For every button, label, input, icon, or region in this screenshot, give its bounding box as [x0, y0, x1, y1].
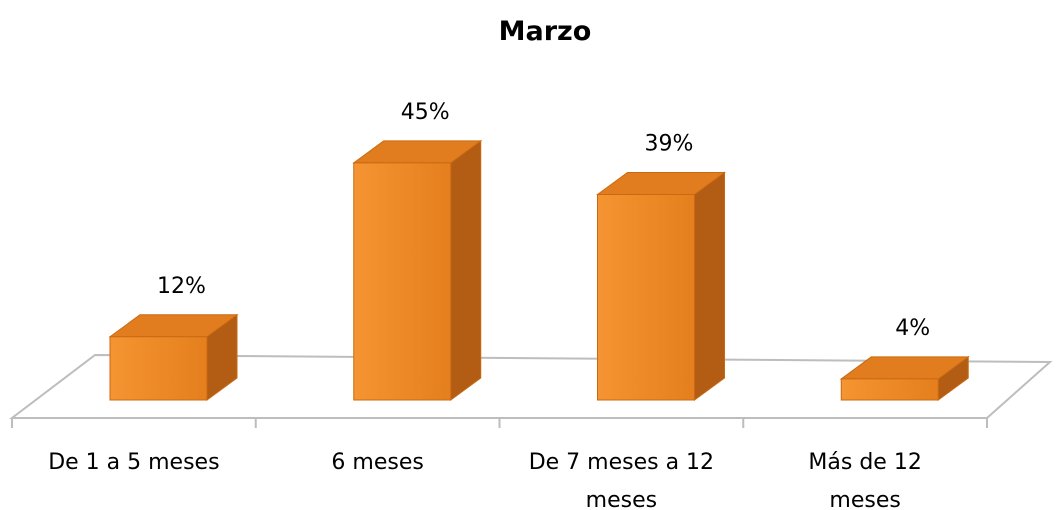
- bar-front: [597, 193, 695, 401]
- x-tick-label: De 1 a 5 meses: [48, 450, 220, 475]
- data-label: 4%: [895, 316, 930, 341]
- bar-side: [450, 139, 482, 401]
- bar-front: [840, 378, 939, 401]
- bar: [839, 355, 970, 401]
- floor: [9, 353, 1053, 419]
- bar: [595, 171, 727, 401]
- bar: [108, 313, 239, 401]
- bar-side: [694, 171, 725, 401]
- bar-front: [109, 336, 208, 401]
- data-label: 45%: [401, 100, 450, 125]
- x-tick-label: Más de 12 meses: [808, 450, 922, 510]
- bar: [352, 139, 483, 401]
- x-tick-label: 6 meses: [331, 450, 424, 475]
- bar-front: [353, 162, 452, 401]
- chart-title: Marzo: [499, 16, 592, 47]
- x-tick-label: De 7 meses a 12 meses: [528, 450, 715, 510]
- data-label: 39%: [645, 131, 694, 156]
- data-label: 12%: [157, 274, 206, 299]
